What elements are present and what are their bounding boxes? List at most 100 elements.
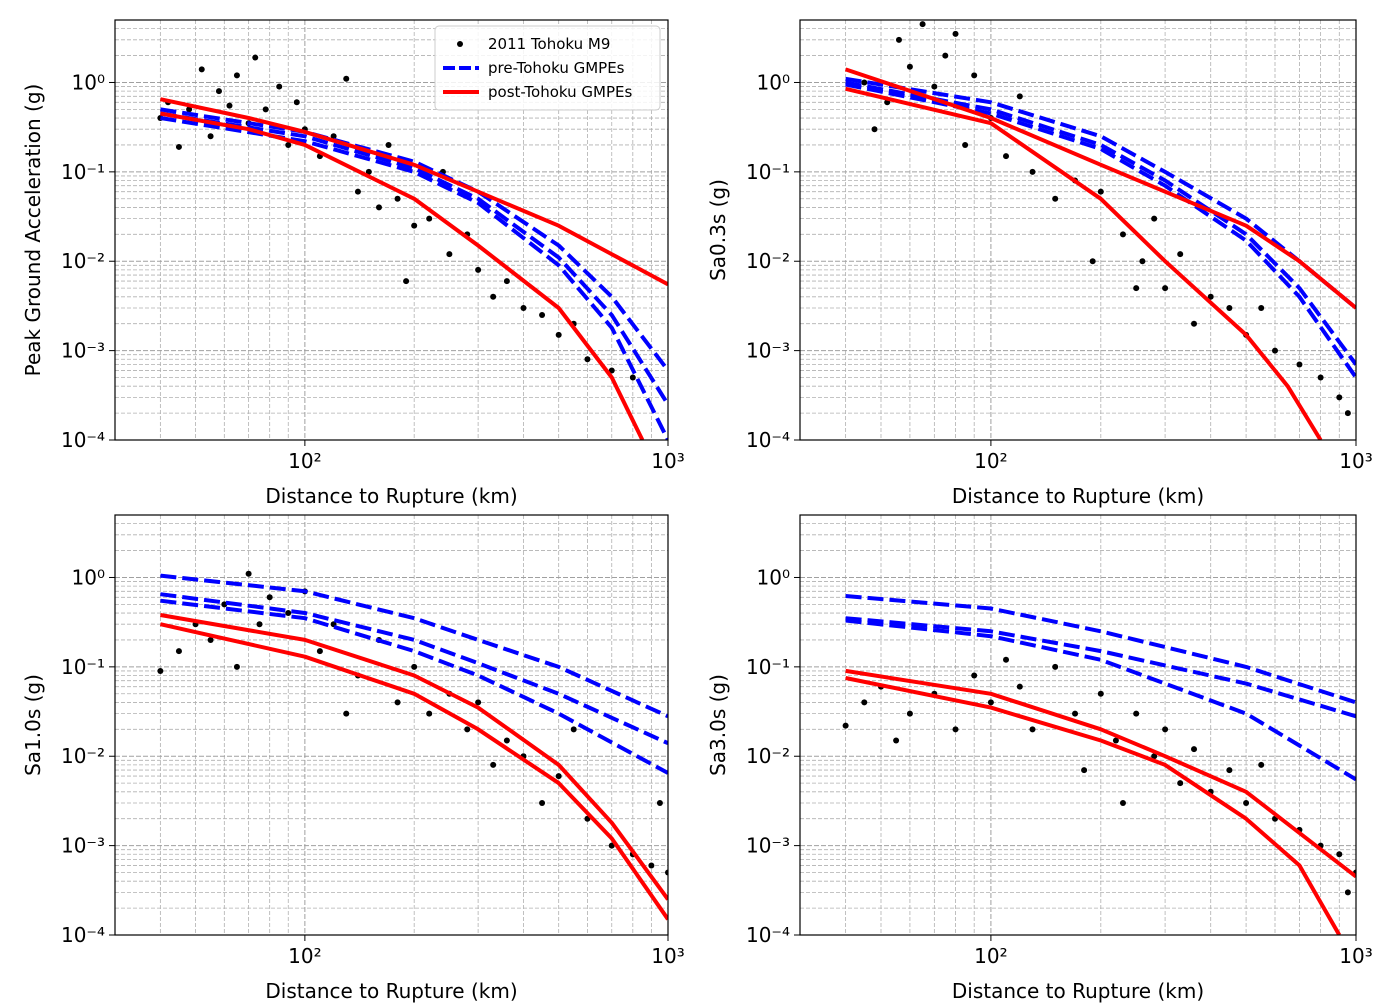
data-point xyxy=(394,195,401,202)
data-point xyxy=(919,21,926,28)
axes-frame xyxy=(799,19,1357,441)
data-point xyxy=(1226,304,1233,311)
data-point xyxy=(426,710,433,717)
data-point xyxy=(584,356,591,363)
data-point xyxy=(475,266,482,273)
data-point xyxy=(665,869,668,876)
y-tick-label: 10⁻² xyxy=(746,744,790,768)
data-point xyxy=(1003,153,1010,160)
data-point xyxy=(175,648,182,655)
data-point xyxy=(1119,231,1126,238)
legend-label: pre-Tohoku GMPEs xyxy=(488,59,625,77)
y-tick-label: 10⁻⁴ xyxy=(61,428,105,452)
x-tick-label: 10² xyxy=(974,944,1007,968)
axes-frame xyxy=(114,514,669,936)
data-point xyxy=(1133,285,1140,292)
data-point xyxy=(343,710,350,717)
data-point xyxy=(987,699,994,706)
data-point xyxy=(375,204,382,211)
gmpe-line xyxy=(159,97,668,287)
y-tick-label: 10⁻³ xyxy=(746,834,790,858)
gmpe-line xyxy=(845,616,1356,719)
data-point xyxy=(629,374,636,381)
plot-area xyxy=(844,21,1356,440)
data-point xyxy=(1003,656,1010,663)
panel: 10² 10³ 10⁻⁴ 10⁻³ 10⁻² 10⁻¹ 10⁰ Distance to Rup… xyxy=(706,514,1373,1003)
data-point xyxy=(330,133,337,140)
data-point xyxy=(233,72,240,79)
panel: 10² 10³ 10⁻⁴ 10⁻³ 10⁻² 10⁻¹ 10⁰ Distance to Rup… xyxy=(706,19,1373,508)
data-point xyxy=(1191,320,1198,327)
gmpe-line xyxy=(160,613,668,901)
data-point xyxy=(971,672,978,679)
data-point xyxy=(1016,683,1023,690)
axes-frame xyxy=(114,19,669,441)
data-point xyxy=(1243,799,1250,806)
data-point xyxy=(293,99,300,106)
data-point xyxy=(1177,780,1184,787)
gmpe-line xyxy=(845,676,1342,935)
data-point xyxy=(1081,767,1088,774)
data-point xyxy=(1151,215,1158,222)
data-point xyxy=(215,88,222,95)
data-point xyxy=(942,52,949,59)
gmpe-line xyxy=(845,80,1356,366)
data-point xyxy=(906,710,913,717)
plot-area xyxy=(157,54,668,440)
data-point xyxy=(1151,753,1158,760)
data-point xyxy=(962,141,969,148)
data-point xyxy=(1139,258,1146,265)
data-point xyxy=(1296,361,1303,368)
data-point xyxy=(343,75,350,82)
data-point xyxy=(1029,168,1036,175)
data-point xyxy=(608,842,615,849)
gmpe-line xyxy=(160,111,645,440)
data-point xyxy=(490,293,497,300)
data-point xyxy=(656,799,663,806)
legend-label: 2011 Tohoku M9 xyxy=(488,35,610,53)
data-point xyxy=(861,79,868,86)
data-point xyxy=(221,601,228,608)
axes-frame xyxy=(799,514,1357,936)
y-axis-label: Peak Ground Acceleration (g) xyxy=(21,84,45,377)
y-tick-label: 10⁻¹ xyxy=(746,160,790,184)
data-point xyxy=(233,663,240,670)
y-tick-label: 10⁻² xyxy=(61,744,105,768)
data-point xyxy=(1097,690,1104,697)
gmpe-line xyxy=(845,668,1356,879)
x-axis-label: Distance to Rupture (km) xyxy=(952,979,1204,1003)
data-point xyxy=(1258,761,1265,768)
data-point xyxy=(1258,304,1265,311)
data-point xyxy=(520,304,527,311)
y-tick-label: 10⁻² xyxy=(61,249,105,273)
panel: 10² 10³ 10⁻⁴ 10⁻³ 10⁻² 10⁻¹ 10⁰ Distance to Rup… xyxy=(21,514,685,1003)
x-tick-label: 10³ xyxy=(1339,449,1372,473)
gmpe-line xyxy=(160,111,668,406)
y-tick-label: 10⁻⁴ xyxy=(61,923,105,947)
data-point xyxy=(446,251,453,258)
data-point xyxy=(464,726,471,733)
data-point xyxy=(1317,374,1324,381)
data-point xyxy=(952,30,959,37)
data-point xyxy=(648,862,655,869)
legend-label: post-Tohoku GMPEs xyxy=(488,83,632,101)
x-tick-label: 10³ xyxy=(651,944,684,968)
panel: 10² 10³ 10⁻⁴ 10⁻³ 10⁻² 10⁻¹ 10⁰ Distance to Rup… xyxy=(21,19,685,508)
data-point xyxy=(539,312,546,319)
data-point xyxy=(503,278,510,285)
gmpe-line xyxy=(845,594,1356,705)
y-tick-label: 10⁻³ xyxy=(746,339,790,363)
x-tick-label: 10² xyxy=(288,944,321,968)
data-point xyxy=(555,331,562,338)
data-point xyxy=(1089,258,1096,265)
data-point xyxy=(1344,889,1351,896)
data-point xyxy=(570,726,577,733)
x-tick-label: 10² xyxy=(288,449,321,473)
data-point xyxy=(1052,663,1059,670)
data-point xyxy=(256,621,263,628)
gmpe-line xyxy=(159,622,668,921)
data-point xyxy=(252,54,259,61)
data-point xyxy=(411,222,418,229)
data-point xyxy=(365,168,372,175)
y-tick-label: 10⁰ xyxy=(757,70,790,94)
